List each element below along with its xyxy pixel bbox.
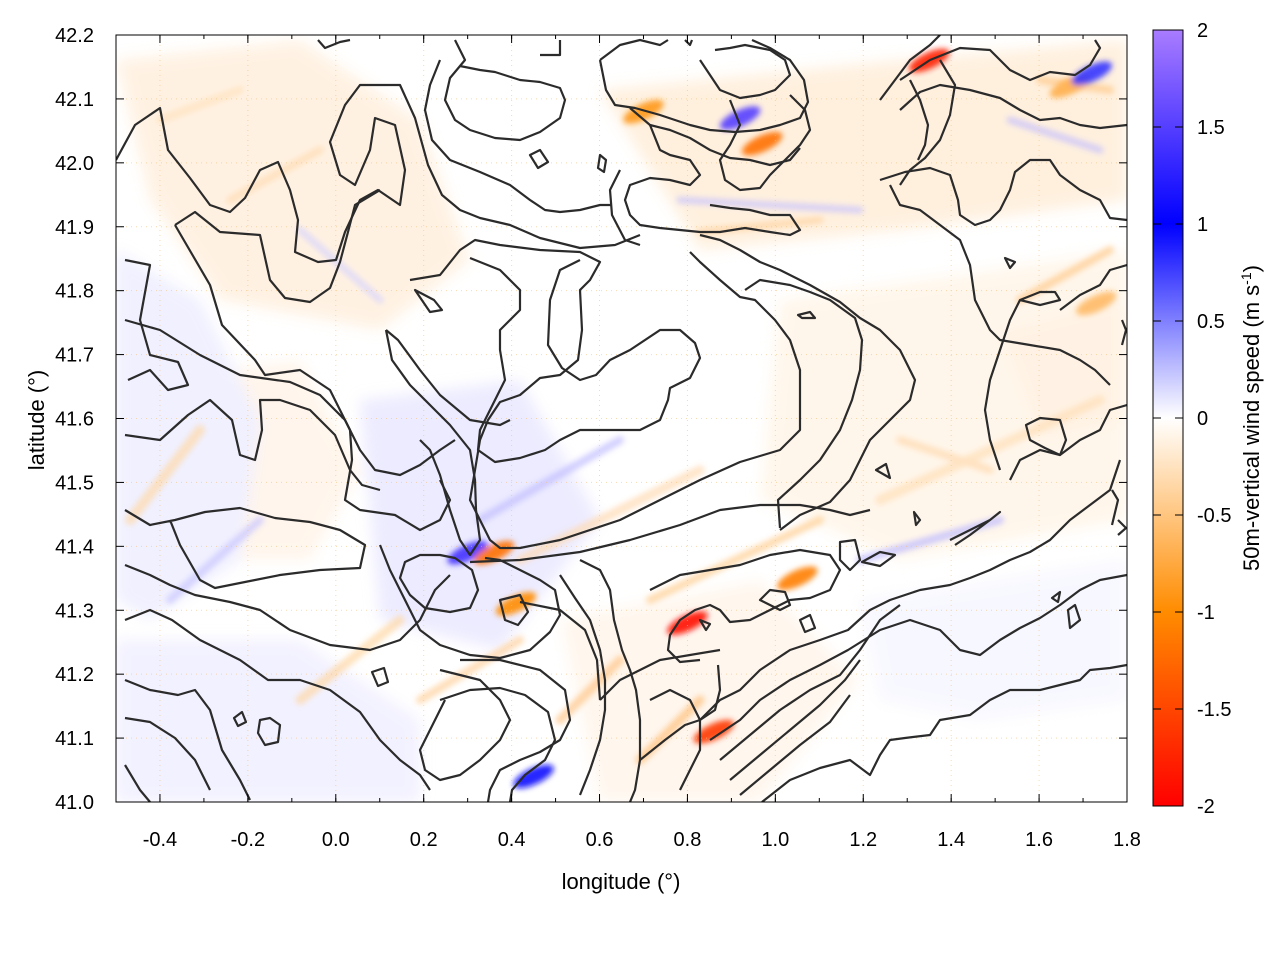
y-tick-label: 42.1 [55, 89, 94, 111]
y-tick-label: 41.1 [55, 728, 94, 750]
colorbar: -2 -1.5 -1 -0.5 0 0.5 1 1.5 2 50m-vertical wind … [1152, 20, 1264, 818]
wind-feature [473, 540, 515, 565]
y-axis-title: latitude (°) [24, 370, 49, 471]
y-tick-label: 42.2 [55, 25, 94, 47]
x-tick-label: 1.4 [937, 829, 965, 851]
colorbar-tick-label: 2 [1197, 20, 1208, 42]
y-tick-label: 41.6 [55, 409, 94, 431]
x-axis: -0.4 -0.2 0.0 0.2 0.4 0.6 0.8 1.0 1.2 1.4 1.6 1.8 [115, 35, 1141, 851]
wind-feature [1071, 61, 1113, 86]
colorbar-tick-label: -2 [1197, 796, 1215, 818]
wind-feature [623, 99, 664, 124]
x-tick-label: 1.2 [849, 829, 877, 851]
wind-feature [741, 131, 783, 156]
y-tick-label: 41.7 [55, 345, 94, 367]
colorbar-tick-label: 0.5 [1197, 311, 1225, 333]
x-tick-label: 1.6 [1025, 829, 1053, 851]
x-tick-label: 0.6 [586, 829, 614, 851]
colorbar-tick-label: -1 [1197, 602, 1215, 624]
y-tick-label: 42.0 [55, 153, 94, 175]
y-tick-label: 41.4 [55, 536, 94, 558]
y-tick-label: 41.8 [55, 281, 94, 303]
x-tick-label: -0.2 [231, 829, 265, 851]
wind-feature [719, 106, 761, 130]
wind-feature [693, 719, 735, 744]
terrain-contours [116, 35, 1127, 802]
colorbar-tick-label: 1 [1197, 214, 1208, 236]
colorbar-title: 50m-vertical wind speed (m s-1) [1238, 265, 1264, 571]
wind-feature [513, 764, 554, 789]
x-tick-label: -0.4 [143, 829, 177, 851]
colorbar-tick-label: -1.5 [1197, 699, 1231, 721]
wind-feature [495, 592, 537, 616]
y-tick-label: 41.5 [55, 472, 94, 494]
y-tick-label: 41.2 [55, 664, 94, 686]
x-tick-label: 1.0 [761, 829, 789, 851]
y-axis: 41.0 41.1 41.2 41.3 41.4 41.5 41.6 41.7 41.8 41.9… [55, 25, 1127, 814]
y-tick-label: 41.9 [55, 217, 94, 239]
wind-feature [777, 566, 818, 591]
x-tick-label: 0.2 [410, 829, 438, 851]
wind-feature [1076, 291, 1117, 316]
colorbar-tick-label: 1.5 [1197, 117, 1225, 139]
wind-feature [667, 611, 708, 635]
colorbar-tick-label: 0 [1197, 408, 1208, 430]
colorbar-tick-label: -0.5 [1197, 505, 1231, 527]
heatmap-field [116, 40, 1127, 802]
x-tick-label: 1.8 [1113, 829, 1141, 851]
x-axis-title: longitude (°) [562, 869, 681, 894]
y-tick-label: 41.3 [55, 600, 94, 622]
x-tick-label: 0.0 [322, 829, 350, 851]
x-tick-label: 0.8 [674, 829, 702, 851]
y-tick-label: 41.0 [55, 792, 94, 814]
x-tick-label: 0.4 [498, 829, 526, 851]
